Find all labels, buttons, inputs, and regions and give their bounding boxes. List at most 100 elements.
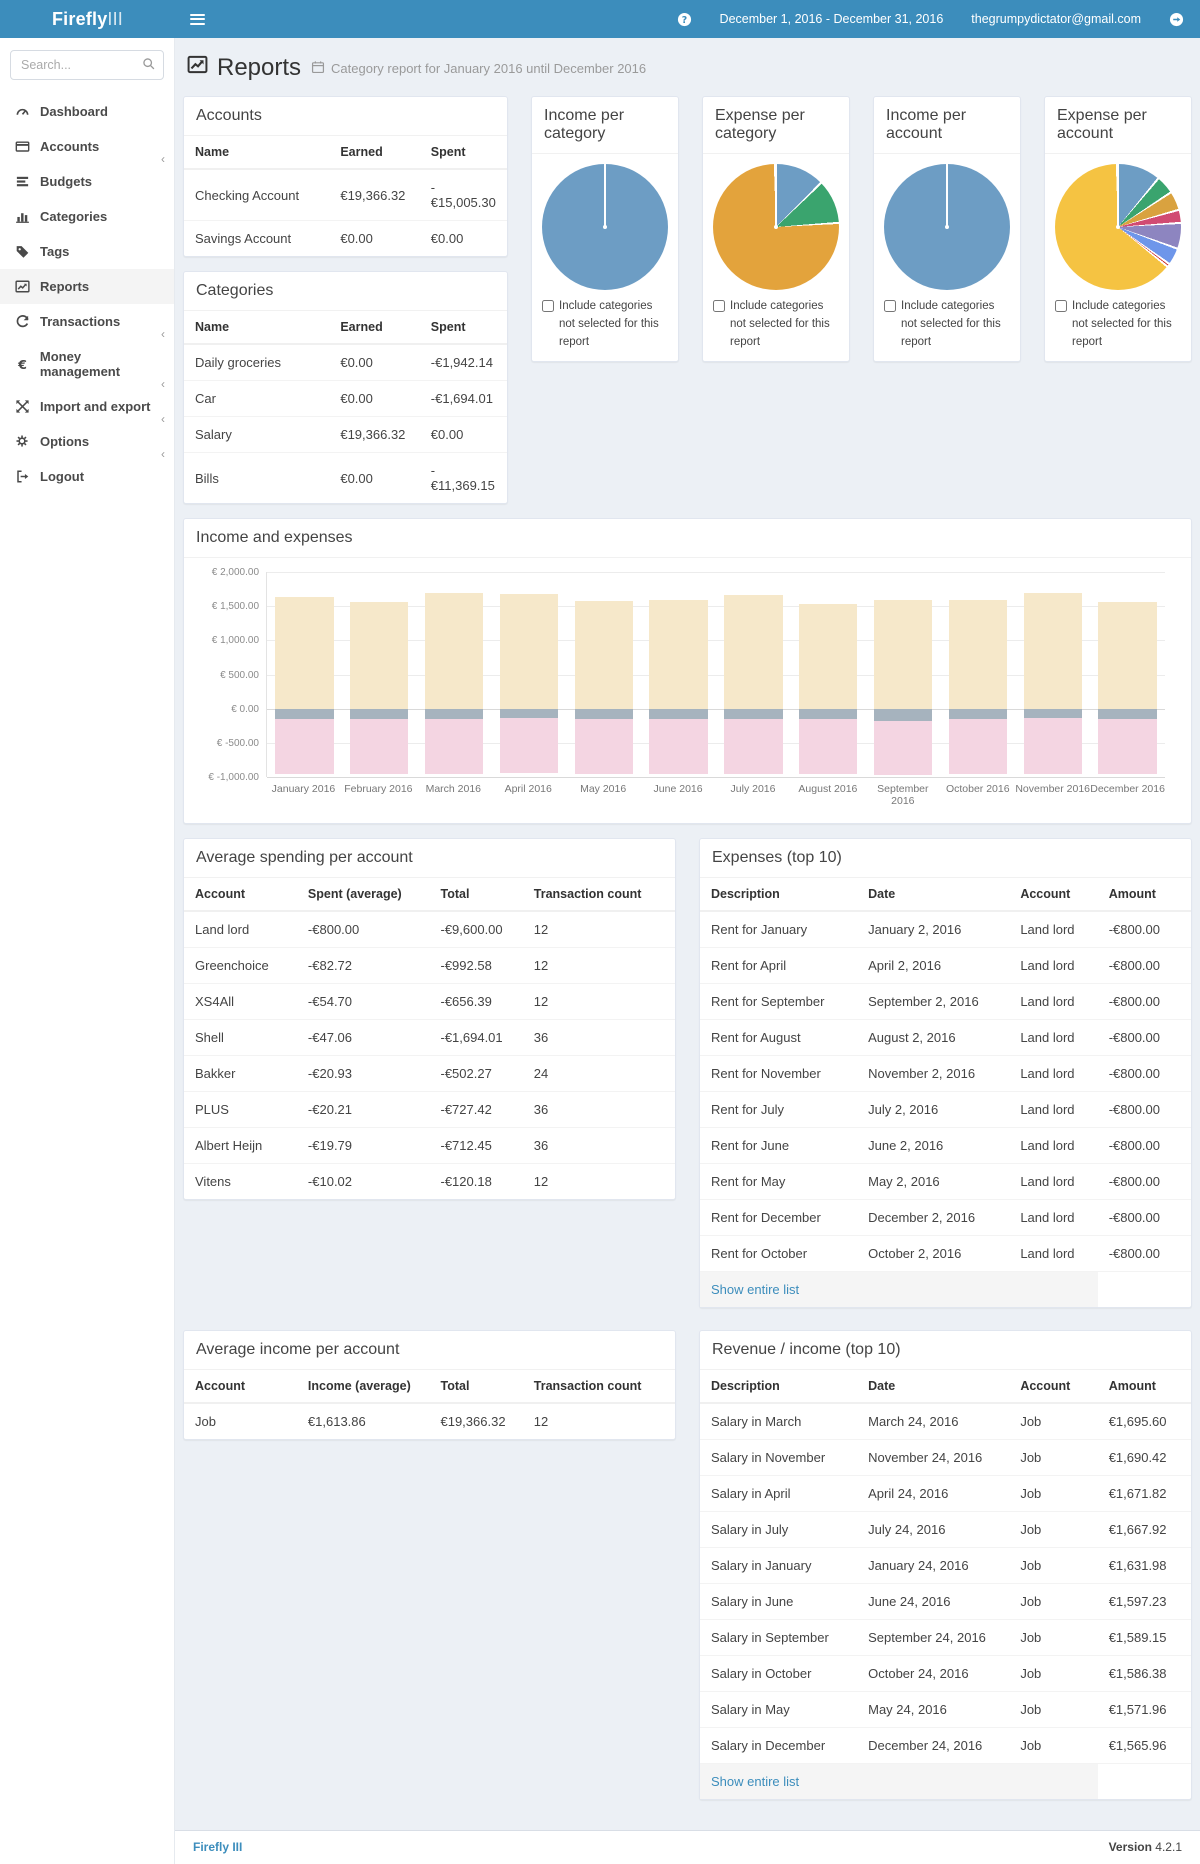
date-range[interactable]: December 1, 2016 - December 31, 2016 xyxy=(719,12,944,26)
sidebar-item-reports[interactable]: Reports xyxy=(0,269,174,304)
cell-link[interactable]: PLUS xyxy=(184,1091,297,1128)
cell-link[interactable]: Bills xyxy=(184,452,330,503)
cell-link[interactable]: XS4All xyxy=(184,983,297,1020)
sidebar-item-money-management[interactable]: € Money management ‹ xyxy=(0,339,174,391)
cell-link[interactable]: Rent for September xyxy=(700,983,858,1020)
cell-link[interactable]: Land lord xyxy=(1009,1055,1098,1092)
app-logo[interactable]: Firefly III xyxy=(0,0,175,38)
average-spending-table: Account Spent (average) Total Transaction c… xyxy=(184,878,675,1199)
cell-link[interactable]: Land lord xyxy=(1009,1163,1098,1200)
cell-link[interactable]: Salary in March xyxy=(700,1402,858,1440)
cell-link[interactable]: Salary in October xyxy=(700,1655,858,1692)
sidebar-item-budgets[interactable]: Budgets xyxy=(0,164,174,199)
cell-link[interactable]: Job xyxy=(1009,1655,1098,1692)
include-categories-checkbox[interactable] xyxy=(1055,300,1067,312)
cell-link[interactable]: Land lord xyxy=(1009,947,1098,984)
include-categories-checkbox[interactable] xyxy=(884,300,896,312)
cell-link[interactable]: Rent for May xyxy=(700,1163,858,1200)
sidebar-item-categories[interactable]: Categories xyxy=(0,199,174,234)
cell-link[interactable]: Job xyxy=(1009,1439,1098,1476)
sidebar-toggle-icon[interactable] xyxy=(175,0,219,38)
income-bar xyxy=(574,601,633,709)
show-entire-list-link[interactable]: Show entire list xyxy=(711,1774,800,1789)
help-icon[interactable]: ? xyxy=(677,12,692,27)
sidebar-item-import-and-export[interactable]: Import and export ‹ xyxy=(0,389,174,426)
cell-link[interactable]: Checking Account xyxy=(184,168,330,221)
cell: -€800.00 xyxy=(1097,1163,1191,1200)
cell-link[interactable]: Salary in November xyxy=(700,1439,858,1476)
sidebar-item-dashboard[interactable]: Dashboard xyxy=(0,94,174,129)
cell-link[interactable]: Rent for November xyxy=(700,1055,858,1092)
cell-link[interactable]: Bakker xyxy=(184,1055,297,1092)
sidebar-item-accounts[interactable]: Accounts ‹ xyxy=(0,129,174,166)
show-entire-list-link[interactable]: Show entire list xyxy=(711,1282,800,1297)
logout-icon xyxy=(14,469,31,484)
chevron-left-icon: ‹ xyxy=(161,412,165,426)
cell-link[interactable]: Rent for December xyxy=(700,1199,858,1236)
search-input[interactable] xyxy=(10,50,164,80)
cell-link[interactable]: Salary in September xyxy=(700,1619,858,1656)
page-footer: Firefly III Version 4.2.1 xyxy=(175,1830,1200,1864)
cell-link[interactable]: Job xyxy=(184,1402,297,1439)
include-categories-checkbox[interactable] xyxy=(542,300,554,312)
cell: -€10.02 xyxy=(296,1163,430,1199)
cell-link[interactable]: Land lord xyxy=(1009,1091,1098,1128)
cell-link[interactable]: Job xyxy=(1009,1619,1098,1656)
cell-link[interactable]: Salary in April xyxy=(700,1475,858,1512)
sidebar-item-logout[interactable]: Logout xyxy=(0,459,174,494)
cell-link[interactable]: Salary in July xyxy=(700,1511,858,1548)
cell-link[interactable]: Greenchoice xyxy=(184,947,297,984)
cell-link[interactable]: Rent for October xyxy=(700,1235,858,1272)
footer-brand-link[interactable]: Firefly III xyxy=(193,1840,243,1854)
expenses-top10-table: Description Date Account Amount Rent for Jan… xyxy=(700,878,1191,1307)
logout-arrow-icon[interactable] xyxy=(1169,12,1184,27)
cell-link[interactable]: Job xyxy=(1009,1511,1098,1548)
cell-link[interactable]: Salary xyxy=(184,416,330,453)
cell-link[interactable]: Rent for August xyxy=(700,1019,858,1056)
user-email[interactable]: thegrumpydictator@gmail.com xyxy=(971,12,1141,26)
cell-link[interactable]: Land lord xyxy=(1009,1235,1098,1272)
cell-link[interactable]: Salary in December xyxy=(700,1727,858,1764)
cell-link[interactable]: Salary in January xyxy=(700,1547,858,1584)
sidebar-item-transactions[interactable]: Transactions ‹ xyxy=(0,304,174,341)
cell-link[interactable]: Shell xyxy=(184,1019,297,1056)
sidebar-item-tags[interactable]: Tags xyxy=(0,234,174,269)
cell-link[interactable]: Job xyxy=(1009,1691,1098,1728)
cell-link[interactable]: Land lord xyxy=(1009,1199,1098,1236)
cell-link[interactable]: Rent for April xyxy=(700,947,858,984)
cell: €0.00 xyxy=(419,416,507,453)
cell: May 24, 2016 xyxy=(857,1691,1010,1728)
cell-link[interactable]: Salary in June xyxy=(700,1583,858,1620)
budgets-icon xyxy=(14,174,31,189)
cell-link[interactable]: Albert Heijn xyxy=(184,1127,297,1164)
include-categories-checkbox[interactable] xyxy=(713,300,725,312)
cell-link[interactable]: Land lord xyxy=(1009,983,1098,1020)
search-icon[interactable] xyxy=(142,57,156,76)
cell-link[interactable]: Savings Account xyxy=(184,220,330,256)
cell-link[interactable]: Daily groceries xyxy=(184,343,330,381)
cell: -€800.00 xyxy=(1097,910,1191,948)
sidebar-item-label: Tags xyxy=(40,244,70,259)
cell-link[interactable]: Job xyxy=(1009,1583,1098,1620)
cell-link[interactable]: Land lord xyxy=(1009,1127,1098,1164)
cell-link[interactable]: Car xyxy=(184,380,330,417)
cell-link[interactable]: Job xyxy=(1009,1475,1098,1512)
show-entire-list-row: Show entire list xyxy=(700,1763,1191,1799)
cell-link[interactable]: Job xyxy=(1009,1547,1098,1584)
cell-link[interactable]: Job xyxy=(1009,1402,1098,1440)
cell-link[interactable]: Job xyxy=(1009,1727,1098,1764)
cell-link[interactable]: Rent for June xyxy=(700,1127,858,1164)
sidebar-item-options[interactable]: Options ‹ xyxy=(0,424,174,461)
cell-link[interactable]: Land lord xyxy=(1009,1019,1098,1056)
column-header: Total xyxy=(429,878,523,912)
cell-link[interactable]: Land lord xyxy=(1009,910,1098,948)
cell-link[interactable]: Rent for January xyxy=(700,910,858,948)
cell: -€1,694.01 xyxy=(429,1019,523,1056)
cell-link[interactable]: Land lord xyxy=(184,910,297,948)
cell-link[interactable]: Rent for July xyxy=(700,1091,858,1128)
column-header: Amount xyxy=(1097,878,1191,912)
cell-link[interactable]: Vitens xyxy=(184,1163,297,1199)
cell-link[interactable]: Salary in May xyxy=(700,1691,858,1728)
income-bar xyxy=(1098,601,1157,709)
categories-table: Name Earned Spent Daily groceries €0.00 -€1,9… xyxy=(184,311,507,503)
